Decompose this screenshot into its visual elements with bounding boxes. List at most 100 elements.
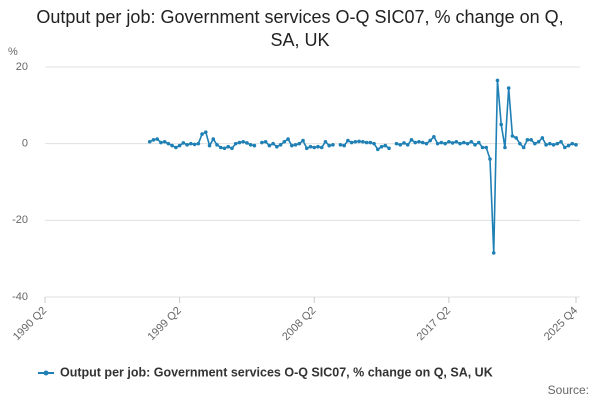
data-point [297, 141, 302, 146]
data-point [361, 139, 365, 144]
data-point [241, 139, 245, 144]
data-point [215, 143, 219, 147]
data-point [555, 141, 560, 146]
data-point [533, 141, 537, 146]
data-point [462, 140, 466, 145]
data-point [424, 141, 429, 146]
data-point [439, 140, 444, 145]
legend-symbol-dot [43, 370, 49, 376]
y-tick-label: 0 [22, 138, 28, 150]
data-point [301, 138, 305, 143]
data-point [458, 141, 462, 146]
data-point [222, 146, 227, 151]
data-point [162, 139, 167, 144]
data-point [473, 143, 477, 147]
data-point [293, 143, 298, 147]
x-tick-label: 2008 Q2 [280, 305, 318, 343]
data-point [286, 137, 290, 141]
data-point [218, 145, 223, 150]
data-point [192, 142, 197, 147]
data-point [383, 143, 388, 148]
data-point [323, 139, 328, 144]
data-point [518, 141, 522, 146]
data-point [447, 139, 451, 144]
data-point [233, 141, 238, 146]
data-point [368, 140, 373, 145]
data-point [151, 138, 156, 142]
data-point [465, 141, 470, 146]
data-point [174, 145, 178, 150]
data-point [420, 140, 425, 145]
data-point [484, 145, 489, 150]
data-point [413, 140, 418, 145]
data-point [263, 139, 268, 144]
data-point [525, 138, 530, 142]
data-point [476, 140, 481, 145]
data-point [349, 140, 354, 145]
data-point [203, 130, 208, 134]
data-point [282, 139, 287, 144]
data-point [357, 139, 361, 144]
data-point [177, 143, 182, 148]
data-point [503, 145, 507, 150]
data-point [536, 139, 541, 144]
data-point [469, 139, 474, 144]
data-point [147, 139, 152, 144]
data-point [260, 140, 264, 145]
data-point [409, 138, 414, 142]
data-point [290, 143, 294, 148]
data-point [521, 145, 526, 150]
data-point [432, 134, 436, 139]
data-point [248, 143, 253, 147]
y-unit: % [8, 46, 18, 58]
data-point [562, 145, 567, 150]
data-point [200, 132, 204, 136]
data-point [267, 143, 272, 148]
y-tick-label: -20 [12, 214, 28, 226]
x-tick-label: 2017 Q2 [415, 305, 453, 343]
data-point [185, 143, 189, 147]
data-point [181, 141, 186, 145]
data-point [450, 141, 455, 145]
data-point [308, 144, 313, 149]
x-tick-label: 1999 Q2 [145, 305, 183, 343]
data-point [570, 141, 575, 146]
data-point [514, 136, 518, 140]
data-point [364, 140, 369, 145]
data-point [387, 146, 391, 151]
data-point [155, 137, 159, 141]
data-point [394, 141, 399, 146]
data-point [196, 141, 201, 146]
x-tick-label: 1990 Q2 [11, 305, 49, 343]
data-point [211, 137, 216, 141]
source: Source: [548, 383, 589, 397]
data-point [275, 144, 279, 149]
data-point [319, 145, 324, 150]
data-point [278, 143, 283, 147]
data-point [454, 139, 459, 144]
data-point [346, 138, 350, 143]
data-point [510, 134, 515, 138]
data-point [480, 145, 485, 150]
data-point [252, 143, 257, 148]
data-point [376, 147, 380, 152]
data-point [405, 143, 410, 147]
data-point [495, 78, 500, 83]
data-point [491, 251, 496, 255]
data-point [551, 143, 556, 147]
data-point [226, 144, 231, 149]
data-point [499, 122, 504, 127]
data-point [379, 144, 384, 149]
data-point [529, 138, 533, 142]
data-point [540, 136, 545, 140]
data-point [331, 143, 335, 147]
data-point [428, 138, 432, 143]
data-point [271, 141, 275, 146]
data-point [398, 143, 403, 147]
data-point [544, 143, 548, 147]
data-point [506, 86, 511, 90]
data-point [207, 143, 212, 148]
legend-label: Output per job: Government services O-Q … [60, 365, 493, 379]
